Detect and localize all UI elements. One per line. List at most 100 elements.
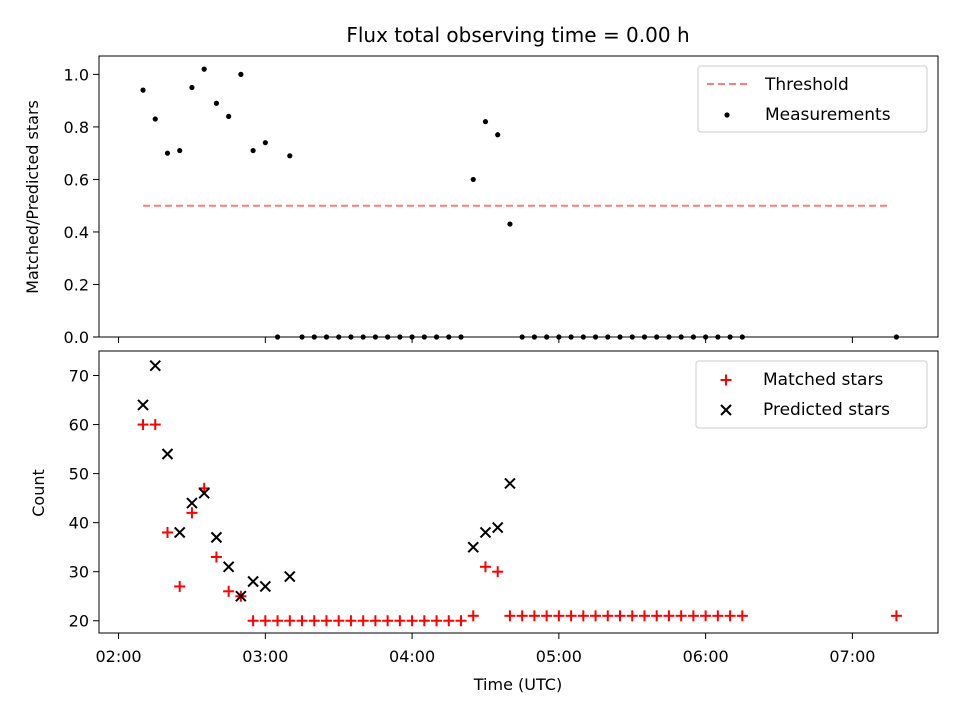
predicted-star-point <box>186 497 198 509</box>
top-axes-frame <box>98 55 939 338</box>
bottom-y-axis: 20 30 40 50 60 70 <box>69 367 99 631</box>
measurement-point <box>201 66 207 72</box>
matched-star-point <box>382 615 394 627</box>
chart-title: Flux total observing time = 0.00 h <box>346 23 689 47</box>
measurement-point <box>189 84 195 91</box>
matched-star-point <box>890 610 902 622</box>
matched-star-point <box>516 610 528 622</box>
matched-star-point <box>492 566 504 578</box>
x-tick-label: 05:00 <box>536 647 582 666</box>
bottom-y-tick-label: 70 <box>69 367 89 386</box>
top-y-tick-label: 0.2 <box>64 275 89 294</box>
matched-star-point <box>149 419 161 431</box>
matched-star-point <box>174 580 186 592</box>
matched-star-point <box>553 610 565 622</box>
matched-star-point <box>479 561 491 573</box>
predicted-star-point <box>149 360 161 372</box>
bottom-y-tick-label: 20 <box>69 612 89 631</box>
predicted-star-point <box>222 561 235 573</box>
matched-star-point <box>431 615 443 627</box>
matched-star-point <box>528 610 540 622</box>
matched-star-point <box>467 610 479 622</box>
top-legend-box <box>697 65 928 133</box>
matched-star-point <box>443 615 455 627</box>
measurement-point <box>164 150 171 156</box>
matched-star-point <box>284 615 296 627</box>
matched-star-point <box>675 610 687 622</box>
bottom-y-tick-label: 30 <box>69 563 89 582</box>
matched-star-point <box>247 615 259 627</box>
measurement-point <box>262 140 268 146</box>
matched-star-point <box>369 615 381 627</box>
top-y-axis: 0.0 0.2 0.4 0.6 0.8 1.0 <box>64 65 99 347</box>
matched-star-point <box>296 615 308 627</box>
x-tick-label: 07:00 <box>829 647 875 666</box>
top-panel: Matched/Predicted stars 0.0 0.2 0.4 0.6 0.8 1… <box>23 55 939 347</box>
matched-star-point <box>455 615 467 627</box>
top-legend: Threshold Measurements <box>697 65 928 133</box>
matched-star-point <box>736 610 748 622</box>
measurement-point <box>287 153 293 159</box>
x-axis-label: Time (UTC) <box>473 675 562 694</box>
matched-star-point <box>320 615 332 627</box>
matched-star-point <box>565 610 577 622</box>
x-tick-label: 02:00 <box>96 647 142 666</box>
legend-measurements-swatch <box>724 112 730 118</box>
top-y-tick-label: 0.8 <box>64 118 89 137</box>
bottom-legend: Matched stars Predicted stars <box>695 360 928 429</box>
measurement-point <box>152 116 158 122</box>
matched-star-point <box>700 610 712 622</box>
matched-star-point <box>308 615 320 627</box>
matched-star-point <box>541 610 553 622</box>
x-tick-label: 04:00 <box>389 647 435 666</box>
matched-star-point <box>712 610 724 622</box>
matched-star-point <box>186 507 198 519</box>
matched-star-point <box>504 610 516 622</box>
predicted-star-point <box>235 590 247 602</box>
x-tick-label: 03:00 <box>242 647 288 666</box>
bottom-legend-box <box>695 360 928 429</box>
matched-star-point <box>626 610 638 622</box>
bottom-y-tick-label: 50 <box>69 465 89 484</box>
matched-star-point <box>663 610 675 622</box>
predicted-star-point <box>210 531 223 544</box>
matched-star-point <box>357 615 369 627</box>
matched-star-point <box>161 526 173 538</box>
matched-star-point <box>651 610 663 622</box>
matched-star-point <box>259 615 271 627</box>
top-y-tick-label: 0.4 <box>64 223 89 242</box>
predicted-star-point <box>492 521 504 534</box>
matched-star-point <box>614 610 626 622</box>
measurement-point <box>213 100 220 106</box>
matched-star-point <box>602 610 614 622</box>
predicted-star-point <box>137 399 149 411</box>
matched-star-point <box>577 610 589 622</box>
measurement-point <box>250 147 256 154</box>
matched-star-point <box>724 610 736 622</box>
matched-star-point <box>272 615 284 627</box>
legend-predicted-swatch <box>720 404 732 416</box>
measurement-point <box>507 221 513 227</box>
top-y-tick-label: 0.6 <box>64 170 89 189</box>
measurement-point <box>495 132 501 138</box>
measurement-point <box>470 176 476 183</box>
predicted-star-point <box>467 541 479 553</box>
bottom-y-tick-label: 40 <box>69 514 89 533</box>
legend-measurements-label: Measurements <box>765 105 891 125</box>
bottom-plot-area <box>137 360 902 627</box>
matched-star-point <box>638 610 650 622</box>
bottom-x-axis: 02:00 03:00 04:00 05:00 06:00 07:00 <box>96 633 875 666</box>
predicted-star-point <box>284 570 296 583</box>
measurement-point <box>226 113 232 120</box>
matched-star-point <box>223 585 235 597</box>
predicted-star-point <box>247 575 259 588</box>
matched-star-point <box>333 615 345 627</box>
legend-threshold-label: Threshold <box>764 75 849 95</box>
measurement-point <box>482 119 489 125</box>
x-tick-label: 06:00 <box>683 647 729 666</box>
matched-star-point <box>394 615 406 627</box>
predicted-star-point <box>504 477 516 490</box>
matched-star-point <box>137 419 149 431</box>
predicted-star-point <box>259 580 272 593</box>
